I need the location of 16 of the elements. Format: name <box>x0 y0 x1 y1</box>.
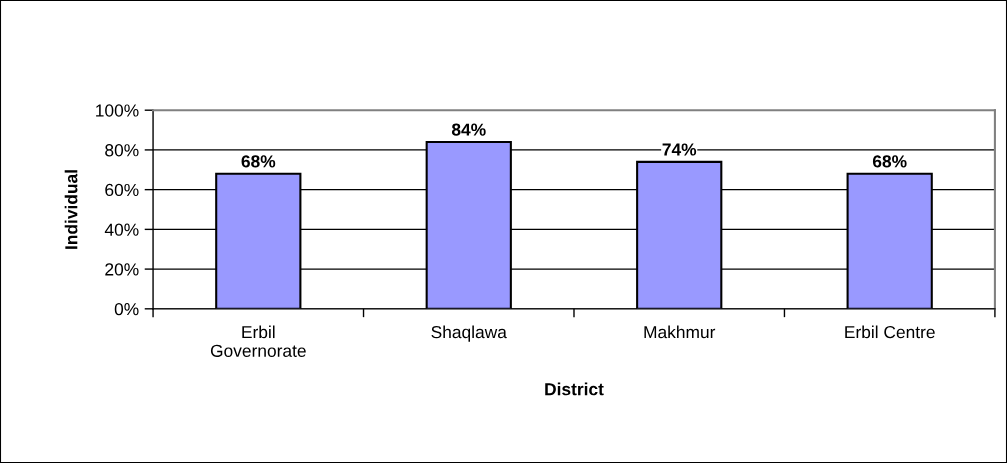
y-tick-label: 20% <box>105 263 139 276</box>
data-label: 68% <box>241 155 276 168</box>
x-tick-label: Erbil Governorate <box>210 325 306 357</box>
x-axis-title: District <box>545 382 604 396</box>
data-label: 68% <box>872 155 907 168</box>
data-label: 84% <box>451 123 486 136</box>
y-tick-label: 0% <box>114 302 139 316</box>
y-tick-label: 40% <box>104 223 139 236</box>
x-tick-label: Makhmur <box>644 325 716 339</box>
y-axis-title: Individual <box>64 170 78 249</box>
data-label: 74% <box>662 143 697 156</box>
y-tick-label: 60% <box>105 183 139 197</box>
y-tick-label: 80% <box>105 144 139 157</box>
x-tick-label: Shaqlawa <box>431 325 507 342</box>
y-tick-label: 100% <box>96 104 139 117</box>
x-tick-label: Erbil Centre <box>845 325 935 339</box>
